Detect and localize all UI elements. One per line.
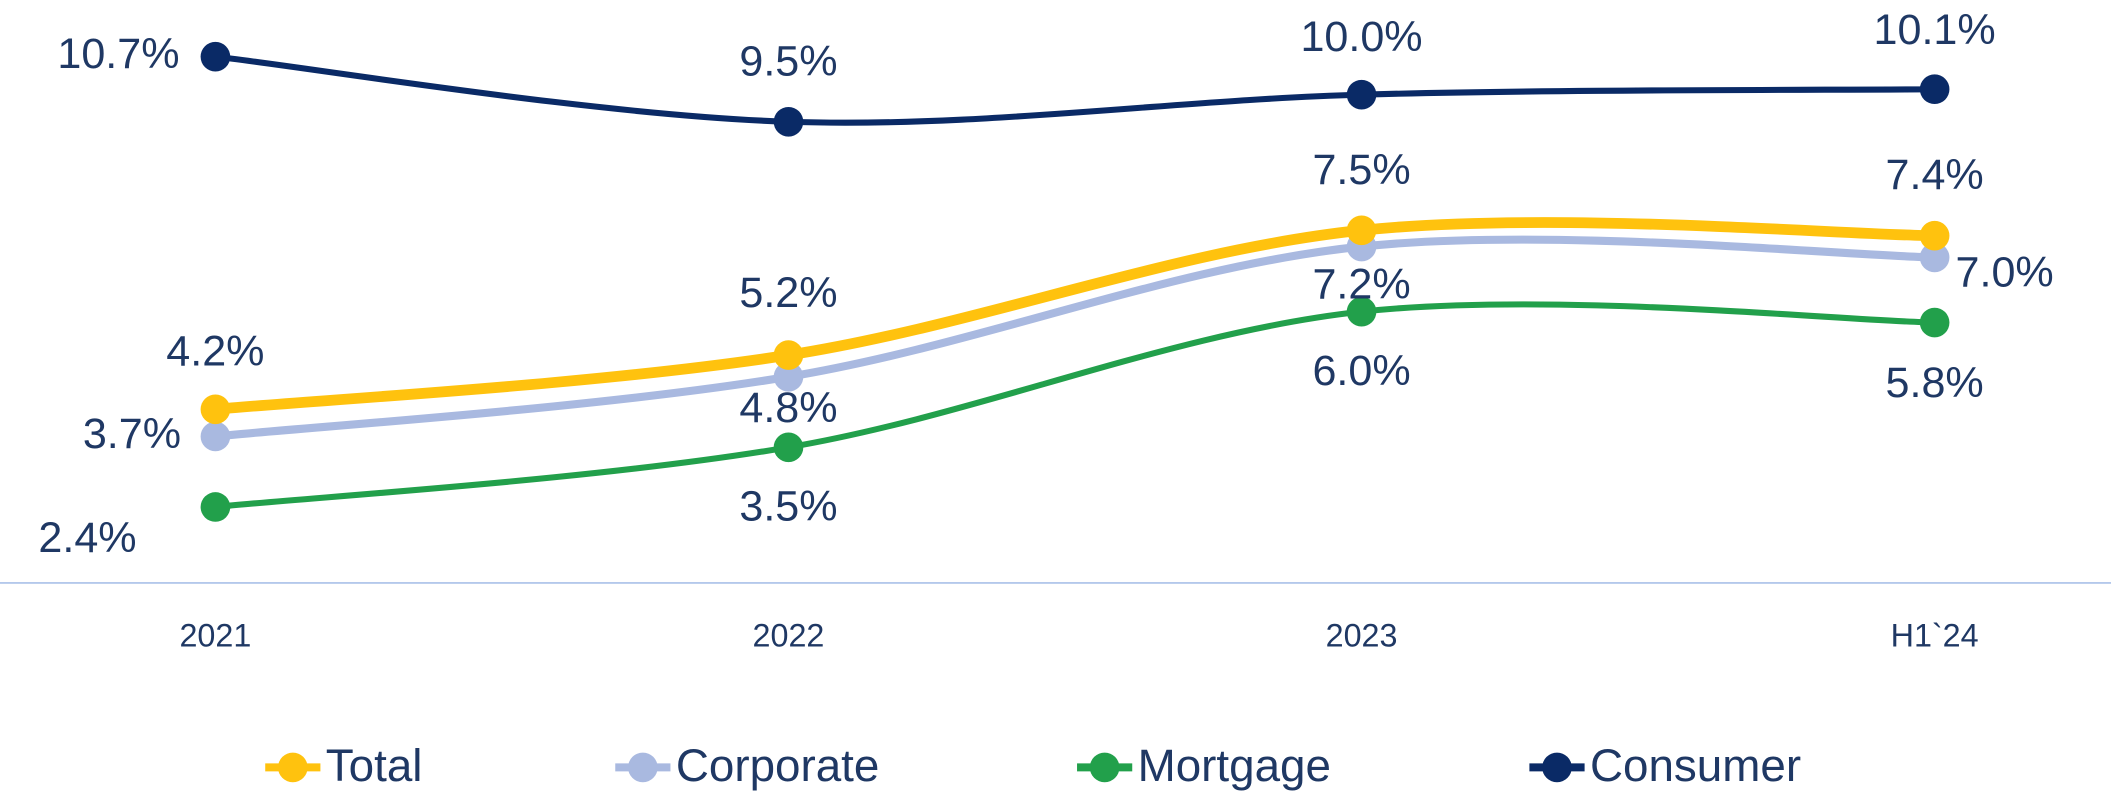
data-label: 7.5% — [1312, 146, 1410, 194]
data-point — [1346, 296, 1377, 327]
data-label: 9.5% — [739, 37, 837, 85]
x-tick-label: 2021 — [179, 618, 251, 654]
data-label: 10.7% — [57, 30, 179, 78]
data-label: 7.0% — [1956, 248, 2054, 296]
data-point — [1919, 307, 1950, 338]
data-label: 7.4% — [1886, 151, 1984, 199]
data-point — [773, 340, 804, 370]
legend-marker — [1089, 752, 1120, 783]
data-point — [200, 41, 231, 72]
data-label: 3.5% — [739, 483, 837, 531]
data-label: 4.8% — [739, 384, 837, 432]
x-tick-label: H1`24 — [1891, 618, 1979, 654]
legend-label: Total — [326, 740, 423, 791]
data-point — [1346, 79, 1377, 110]
data-point — [1919, 242, 1950, 273]
data-label: 5.2% — [739, 269, 837, 317]
data-point — [773, 106, 804, 137]
data-point — [1919, 74, 1950, 105]
series-line — [210, 217, 1941, 415]
legend-label: Corporate — [676, 740, 880, 791]
x-tick-label: 2023 — [1326, 618, 1398, 654]
data-label: 3.7% — [83, 410, 181, 458]
data-label: 10.0% — [1300, 13, 1422, 61]
data-label: 5.8% — [1886, 359, 1984, 407]
series-line — [211, 235, 1939, 441]
data-point — [1346, 215, 1377, 246]
data-label: 4.2% — [166, 328, 264, 376]
data-label: 2.4% — [38, 514, 136, 562]
legend-label: Consumer — [1590, 740, 1801, 791]
data-point — [1919, 220, 1950, 251]
legend-marker — [628, 752, 658, 783]
data-point — [200, 394, 231, 425]
data-point — [773, 432, 804, 463]
data-point — [200, 492, 231, 522]
data-point — [200, 421, 231, 452]
legend-marker — [1542, 752, 1572, 783]
series-line — [212, 301, 1938, 511]
x-tick-label: 2022 — [753, 618, 825, 654]
legend-label: Mortgage — [1138, 740, 1331, 791]
legend-marker — [278, 752, 308, 783]
data-label: 6.0% — [1312, 347, 1410, 395]
data-point — [773, 361, 804, 392]
data-label: 10.1% — [1874, 6, 1996, 54]
data-label: 7.2% — [1312, 260, 1410, 308]
series-line — [212, 53, 1938, 126]
